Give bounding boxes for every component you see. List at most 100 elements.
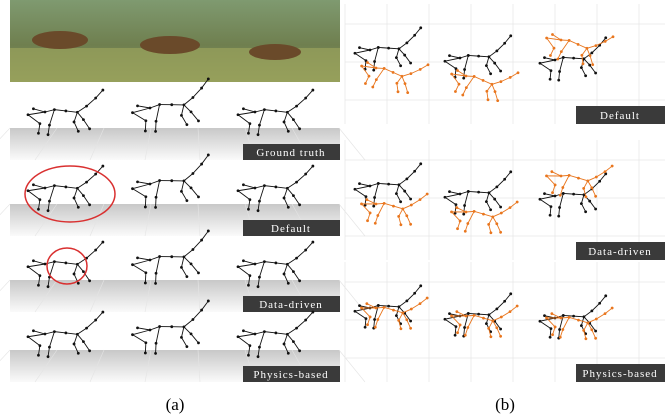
joint <box>550 69 553 72</box>
joint <box>459 57 462 60</box>
joint <box>549 214 552 217</box>
bone <box>505 294 511 301</box>
joint <box>577 177 580 180</box>
joint <box>395 314 398 317</box>
joint <box>354 52 357 55</box>
joint <box>183 103 186 106</box>
joint <box>47 209 50 212</box>
joint <box>403 54 406 57</box>
joint <box>499 335 502 338</box>
joint <box>556 58 559 61</box>
joint <box>560 175 563 178</box>
bone <box>501 312 510 317</box>
joint <box>450 314 453 317</box>
bone <box>150 257 160 260</box>
bone <box>355 186 370 189</box>
bone <box>66 111 77 112</box>
bone <box>264 262 275 263</box>
joint <box>88 127 91 130</box>
joint <box>560 39 563 42</box>
bone <box>479 56 489 57</box>
joint <box>295 181 298 184</box>
bone <box>54 186 65 187</box>
bone <box>497 179 505 187</box>
joint <box>409 320 412 323</box>
joint <box>170 325 173 328</box>
bone <box>468 313 478 314</box>
joint <box>283 121 286 124</box>
joint <box>485 200 488 203</box>
joint <box>27 335 30 338</box>
joint <box>495 222 498 225</box>
joint <box>397 90 400 93</box>
joint <box>144 271 147 274</box>
joint <box>366 219 369 222</box>
joint <box>594 195 597 198</box>
joint <box>287 352 290 355</box>
joint <box>295 105 298 108</box>
bone <box>133 265 146 273</box>
joint <box>369 316 372 319</box>
joint <box>375 203 378 206</box>
bone <box>66 263 77 264</box>
joint <box>543 192 546 195</box>
bone <box>150 327 160 330</box>
joint <box>375 67 378 70</box>
bone <box>133 335 146 343</box>
joint <box>48 200 51 203</box>
joint <box>551 33 554 36</box>
bone <box>276 263 287 264</box>
row-label: Default <box>600 110 640 122</box>
bone <box>297 320 306 328</box>
joint <box>503 178 506 181</box>
bone <box>28 334 45 337</box>
joint <box>158 325 161 328</box>
bone <box>54 332 65 333</box>
joint <box>377 304 380 307</box>
bone <box>545 194 555 196</box>
joint <box>426 193 429 196</box>
joint <box>377 182 380 185</box>
joint <box>398 47 401 50</box>
joint <box>399 64 402 67</box>
joint <box>207 300 210 303</box>
bone <box>563 193 573 194</box>
joint <box>604 294 607 297</box>
joint <box>258 276 261 279</box>
joint <box>604 36 607 39</box>
joint <box>554 59 557 62</box>
joint <box>88 279 91 282</box>
joint <box>419 302 422 305</box>
joint <box>539 62 542 65</box>
joint <box>64 332 67 335</box>
joint <box>298 203 301 206</box>
bone <box>138 182 150 184</box>
joint <box>32 329 35 332</box>
joint <box>473 75 476 78</box>
joint <box>190 333 193 336</box>
bone <box>28 188 45 191</box>
joint <box>560 317 563 320</box>
joint <box>286 187 289 190</box>
joint <box>500 316 503 319</box>
bone <box>411 200 420 205</box>
bone <box>389 48 399 49</box>
joint <box>257 355 260 358</box>
joint <box>200 163 203 166</box>
joint <box>144 195 147 198</box>
joint <box>383 202 386 205</box>
joint <box>584 337 587 340</box>
joint <box>558 328 561 331</box>
joint <box>467 54 470 57</box>
joint <box>590 309 593 312</box>
joint <box>459 324 462 327</box>
joint <box>298 279 301 282</box>
joint <box>590 51 593 54</box>
joint <box>131 111 134 114</box>
joint <box>247 354 250 357</box>
joint <box>44 187 47 190</box>
joint <box>358 46 361 49</box>
joint <box>32 183 35 186</box>
joint <box>242 259 245 262</box>
joint <box>44 111 47 114</box>
